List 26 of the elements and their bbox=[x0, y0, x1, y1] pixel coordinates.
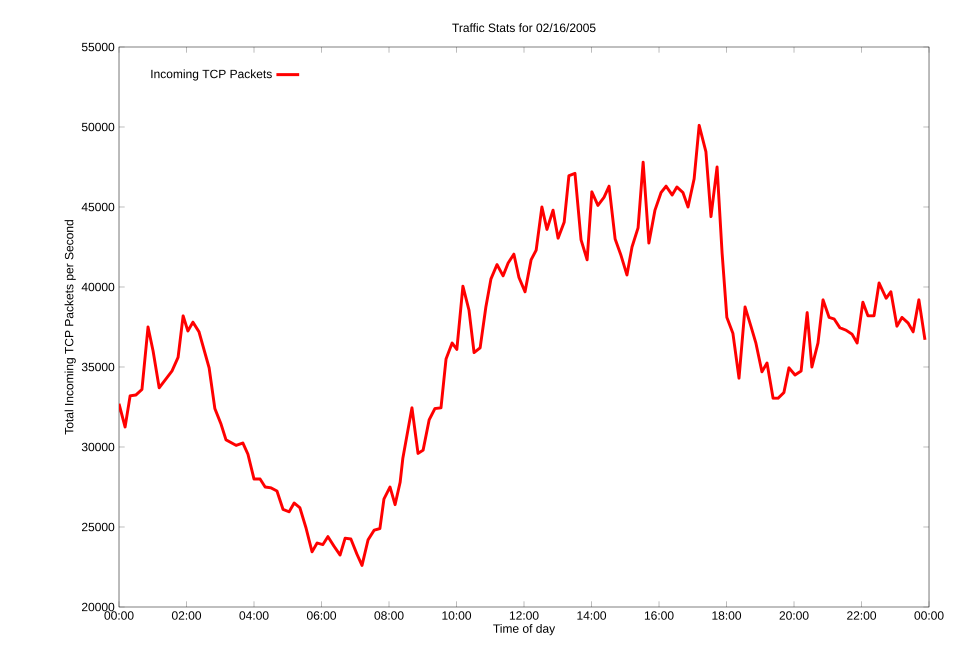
x-tick-label: 14:00 bbox=[577, 611, 606, 620]
chart-title: Traffic Stats for 02/16/2005 bbox=[452, 23, 596, 32]
x-tick-label: 16:00 bbox=[644, 611, 674, 620]
x-tick-label: 06:00 bbox=[306, 611, 336, 620]
y-tick-label: 45000 bbox=[82, 202, 114, 212]
y-tick-label: 55000 bbox=[82, 42, 114, 52]
y-tick-label: 50000 bbox=[82, 122, 114, 132]
x-tick-label: 08:00 bbox=[374, 611, 404, 620]
legend-label: Incoming TCP Packets bbox=[151, 69, 272, 81]
x-axis-title: Time of day bbox=[493, 624, 556, 636]
line-series bbox=[119, 124, 926, 567]
x-tick-label: 00:00 bbox=[104, 611, 134, 620]
x-tick-label: 18:00 bbox=[712, 611, 742, 620]
x-tick-label: 20:00 bbox=[780, 611, 809, 620]
x-tick-label: 00:00 bbox=[914, 611, 944, 620]
y-tick-label: 40000 bbox=[82, 282, 114, 292]
y-axis-title: Total Incoming TCP Packets per Second bbox=[64, 220, 76, 434]
x-tick-label: 02:00 bbox=[172, 611, 202, 620]
y-tick-label: 25000 bbox=[82, 522, 114, 532]
x-tick-label: 04:00 bbox=[239, 611, 269, 620]
y-tick-label: 30000 bbox=[82, 442, 114, 452]
x-tick-label: 10:00 bbox=[442, 611, 472, 620]
x-tick-label: 12:00 bbox=[510, 611, 539, 620]
y-tick-label: 20000 bbox=[82, 602, 114, 612]
y-tick-label: 35000 bbox=[82, 362, 114, 372]
x-tick-label: 22:00 bbox=[847, 611, 876, 620]
